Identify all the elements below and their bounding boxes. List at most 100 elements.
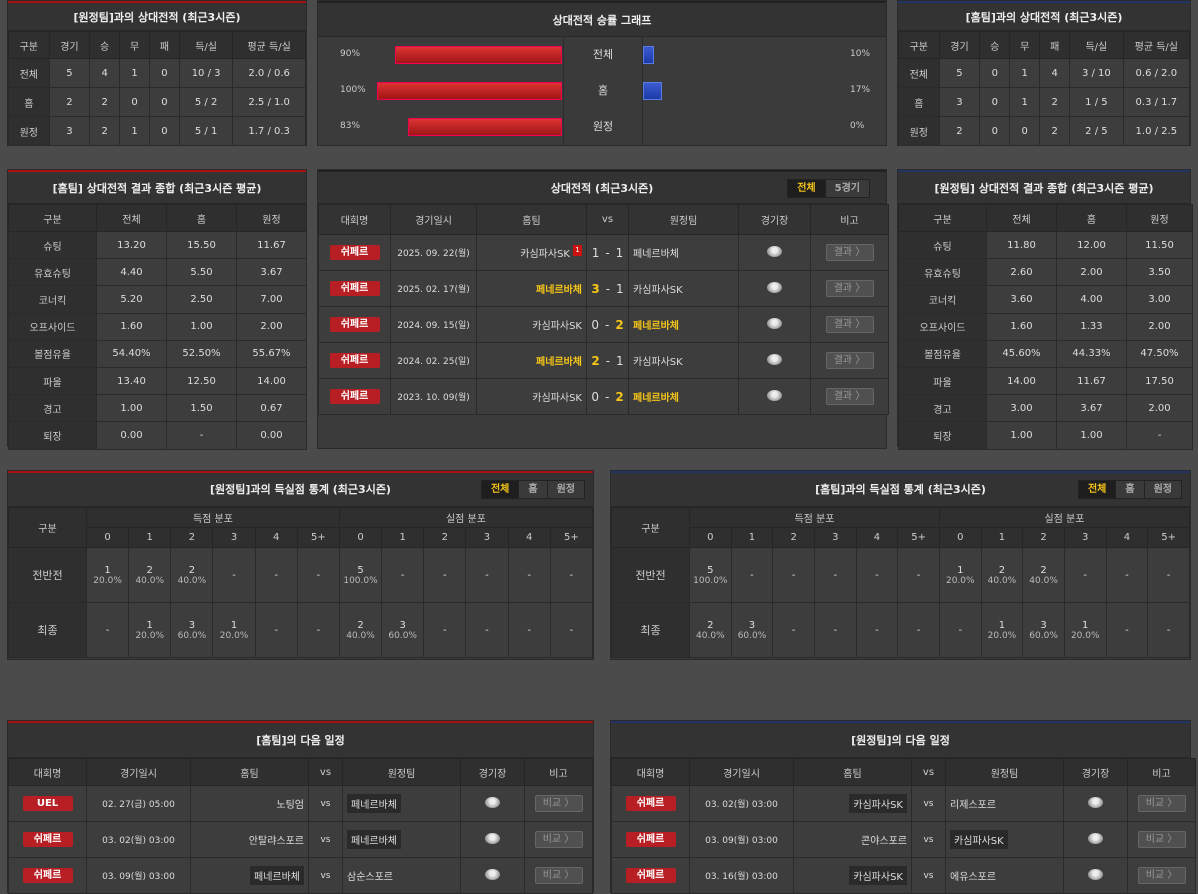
away-team-name: 리제스포르	[950, 800, 996, 811]
count-value: -	[443, 624, 447, 636]
distribution-cell: 3 60.0%	[170, 602, 214, 658]
percent-value: 20.0%	[135, 630, 165, 641]
note-cell: 비교 〉	[524, 821, 593, 858]
column-header: 승	[979, 31, 1011, 59]
stat-cell: 1.0 / 2.5	[1122, 116, 1191, 146]
gubun-header: 구분	[611, 507, 690, 548]
away-team-cell: 페네르바체	[628, 306, 739, 343]
league-cell: 쉬페르	[318, 342, 391, 379]
compare-button[interactable]: 비교 〉	[1137, 831, 1186, 848]
tab-away[interactable]: 원정	[1143, 481, 1181, 498]
vs-cell: vs	[308, 857, 343, 894]
result-button[interactable]: 결과 〉	[825, 244, 874, 261]
result-button[interactable]: 결과 〉	[825, 388, 874, 405]
tab-all[interactable]: 전체	[481, 481, 519, 498]
table-row: 유효슈팅 4.40 5.50 3.67	[8, 258, 307, 287]
stat-cell: 11.67	[1056, 366, 1127, 396]
column-header: 구분	[8, 31, 50, 59]
result-button[interactable]: 결과 〉	[825, 280, 874, 297]
away-team-name: 카심파사SK	[633, 285, 683, 296]
compare-button[interactable]: 비교 〉	[534, 867, 583, 884]
table-row: 전반전 5 100.0% - - - - -1 20.0% 2 40.0% 2 40.0% - - -	[611, 547, 1190, 603]
home-rate-label: 90%	[340, 49, 361, 59]
compare-button[interactable]: 비교 〉	[1137, 795, 1186, 812]
graph-category: 원정	[563, 109, 643, 145]
tab-5games[interactable]: 5경기	[824, 180, 869, 197]
compare-button[interactable]: 비교 〉	[534, 831, 583, 848]
score-cell: 0-2	[586, 378, 629, 415]
distribution-cell: -	[1105, 547, 1149, 603]
goal-count-header: 0	[938, 527, 982, 548]
stat-cell: 0	[149, 116, 180, 146]
home-team-name: 페네르바체	[536, 357, 582, 368]
stat-cell: 2.5 / 1.0	[232, 87, 306, 117]
tab-home[interactable]: 홈	[518, 481, 546, 498]
column-header: 비고	[1127, 758, 1196, 786]
home-score: 3	[591, 281, 600, 296]
count-value: -	[274, 569, 278, 581]
row-label: 경고	[8, 394, 97, 423]
stat-cell: 5.50	[166, 258, 237, 287]
result-button[interactable]: 결과 〉	[825, 352, 874, 369]
home-team-cell: 페네르바체	[190, 857, 309, 894]
date-cell: 2025. 09. 22(월)	[390, 234, 477, 271]
column-header: 비고	[810, 204, 889, 235]
stat-cell: 1.7 / 0.3	[232, 116, 306, 146]
count-value: -	[958, 624, 963, 636]
row-label: 슈팅	[8, 230, 97, 260]
stat-cell: 14.00	[986, 366, 1057, 396]
tab-all[interactable]: 전체	[788, 180, 825, 197]
away-team-name: 페네르바체	[633, 393, 679, 404]
distribution-cell: -	[855, 602, 899, 658]
away-goals-panel: [원정팀]과의 득실점 통계 (최근3시즌) 전체 홈 원정 구분 득점 분포 실점…	[7, 470, 594, 660]
count-value: 1	[998, 619, 1006, 631]
stat-cell: 11.80	[986, 230, 1057, 260]
row-label: 전반전	[8, 547, 87, 603]
league-badge: 쉬페르	[329, 389, 380, 404]
venue-cell	[738, 306, 811, 343]
distribution-cell: -	[938, 602, 982, 658]
venue-cell	[460, 785, 525, 822]
scored-header: 득점 분포	[86, 507, 340, 528]
stat-cell: 3.67	[1056, 394, 1127, 423]
row-label: 퇴장	[898, 421, 987, 450]
vs-cell: vs	[911, 857, 946, 894]
note-cell: 결과 〉	[810, 234, 889, 271]
table-row: 쉬페르 03. 09(월) 03:00 페네르바체 vs 삼순스포르 비교 〉	[8, 857, 593, 894]
result-button[interactable]: 결과 〉	[825, 316, 874, 333]
goal-count-header: 4	[507, 527, 551, 548]
column-header: vs	[586, 204, 629, 235]
count-value: -	[527, 569, 531, 581]
date-cell: 03. 16(월) 03:00	[689, 857, 794, 894]
column-header: 홈팀	[793, 758, 912, 786]
stat-cell: 3.50	[1126, 258, 1193, 287]
percent-value: 20.0%	[219, 630, 249, 641]
tab-away[interactable]: 원정	[546, 481, 584, 498]
row-label: 퇴장	[8, 421, 97, 450]
row-label: 볼점유율	[8, 339, 97, 368]
away-team-cell: 페네르바체	[342, 821, 461, 858]
compare-button[interactable]: 비교 〉	[534, 795, 583, 812]
stat-cell: 0.6 / 2.0	[1122, 58, 1191, 88]
distribution-cell: -	[855, 547, 899, 603]
count-value: -	[400, 569, 405, 581]
column-header: 전체	[96, 204, 167, 232]
stat-cell: 15.50	[166, 230, 237, 260]
distribution-cell: -	[730, 547, 774, 603]
count-value: -	[105, 624, 110, 636]
away-team-name: 에유스포르	[950, 872, 996, 883]
stat-cell: 44.33%	[1056, 339, 1127, 368]
compare-button[interactable]: 비교 〉	[1137, 867, 1186, 884]
stat-cell: 2.00	[1126, 312, 1193, 341]
table-row: 전체 5 0 1 4 3 / 10 0.6 / 2.0	[898, 58, 1191, 88]
distribution-cell: 1 20.0%	[128, 602, 172, 658]
goal-count-header: 1	[381, 527, 425, 548]
table-row: 파울 13.40 12.50 14.00	[8, 366, 307, 396]
table-row: 쉬페르 03. 02(월) 03:00 안탈랴스포르 vs 페네르바체 비교 〉	[8, 821, 593, 858]
home-next-panel: [홈팀]의 다음 일정 대회명 경기일시 홈팀 vs 원정팀 경기장 비고 UEL 02. 27…	[7, 720, 594, 894]
tab-all[interactable]: 전체	[1078, 481, 1116, 498]
row-label: 코너킥	[898, 285, 987, 314]
tab-home[interactable]: 홈	[1115, 481, 1143, 498]
league-badge: 쉬페르	[329, 281, 380, 296]
